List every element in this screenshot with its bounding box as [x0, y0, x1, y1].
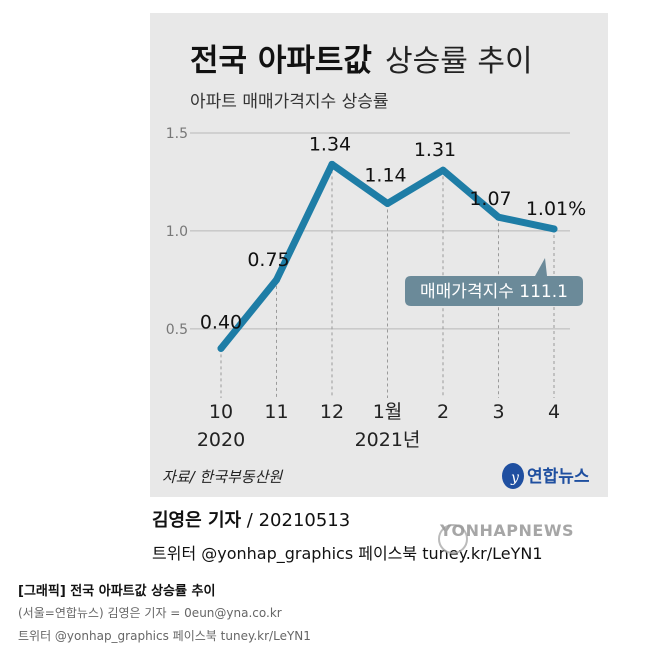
chart-subtitle: 아파트 매매가격지수 상승률: [190, 92, 389, 112]
data-point: [384, 200, 391, 207]
x-tick-label: 11: [264, 401, 288, 423]
yonhap-logo-text: 연합뉴스: [527, 466, 590, 487]
y-tick-label: 1.0: [166, 224, 188, 240]
data-label: 1.34: [309, 133, 351, 155]
data-label: 0.75: [247, 249, 289, 271]
data-point: [550, 225, 558, 233]
data-label: 1.14: [364, 165, 406, 187]
caption-title: [그래픽] 전국 아파트값 상승률 추이: [18, 584, 216, 599]
y-tick-label: 0.5: [166, 322, 188, 338]
chart: 전국 아파트값 상승률 추이 아파트 매매가격지수 상승률 1.51.00.5 …: [162, 43, 590, 489]
caption-credit: (서울=연합뉴스) 김영은 기자 = 0eun@yna.co.kr: [18, 606, 282, 620]
data-label: 1.07: [469, 188, 511, 210]
data-point: [273, 276, 280, 284]
svg-text:y: y: [510, 470, 520, 486]
data-point: [328, 160, 336, 168]
x-tick-label: 10: [209, 401, 233, 423]
data-label: 1.31: [414, 139, 456, 161]
annotation-box: [405, 258, 583, 306]
data-label: 0.40: [200, 311, 242, 333]
x-tick-label: 1월: [373, 401, 403, 423]
x-year-label: 2020: [197, 429, 245, 451]
caption-social: 트위터 @yonhap_graphics 페이스북 tuney.kr/LeYN1: [18, 629, 311, 643]
source-note: 자료/ 한국부동산원: [162, 468, 283, 486]
data-label: 1.01%: [526, 198, 586, 220]
chart-title: 전국 아파트값 상승률 추이: [190, 43, 533, 79]
watermark: YONHAPNEWS: [440, 521, 574, 540]
byline-date: / 20210513: [241, 510, 351, 531]
yonhap-logo-icon: [502, 463, 524, 489]
byline: 김영은 기자 / 20210513: [152, 506, 350, 532]
x-tick-label: 2: [437, 401, 449, 423]
x-tick-label: 12: [320, 401, 344, 423]
y-tick-label: 1.5: [166, 126, 188, 142]
x-year-label: 2021년: [355, 429, 421, 451]
watermark-icon: [438, 524, 468, 554]
yonhap-logo: y 연합뉴스: [502, 463, 590, 489]
chart-title-bold: 전국 아파트값: [190, 43, 372, 79]
chart-background: [150, 13, 608, 497]
annotation-text: 매매가격지수 111.1: [420, 282, 568, 302]
social-links: 트위터 @yonhap_graphics 페이스북 tuney.kr/LeYN1: [152, 544, 543, 563]
x-tick-label: 3: [492, 401, 504, 423]
data-point: [217, 344, 225, 352]
x-tick-label: 4: [548, 401, 560, 423]
chart-title-light: 상승률 추이: [385, 44, 533, 79]
data-point: [439, 166, 447, 174]
data-point: [495, 213, 502, 221]
byline-name: 김영은 기자: [152, 510, 242, 531]
